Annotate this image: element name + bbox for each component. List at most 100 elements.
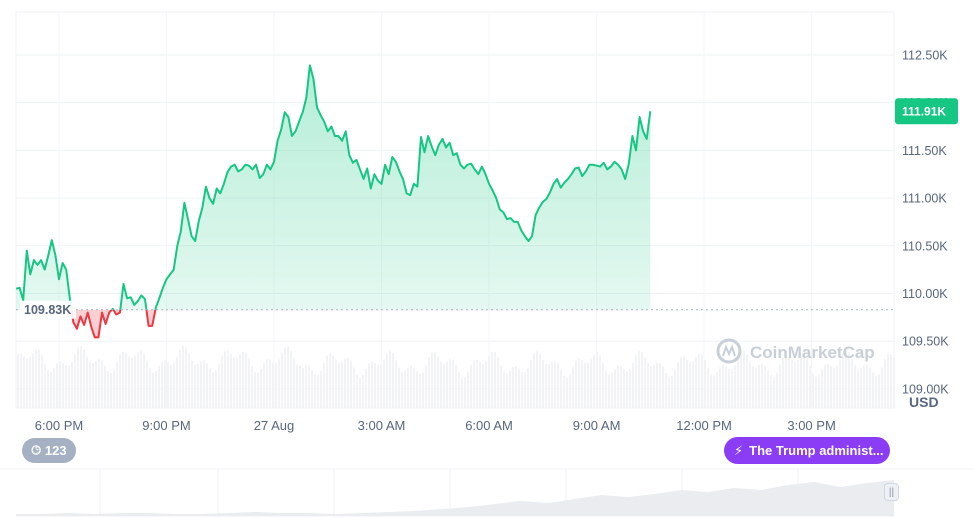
volume-bar	[593, 354, 595, 408]
event-count-button[interactable]: 🕒︎ 123	[22, 438, 76, 463]
volume-bar	[761, 363, 763, 408]
volume-bar	[824, 364, 826, 408]
x-tick-label: 9:00 PM	[142, 418, 190, 433]
volume-bar	[866, 364, 868, 408]
volume-bar	[839, 360, 841, 408]
current-price-value: 111.91K	[902, 105, 946, 119]
volume-bar	[317, 375, 319, 408]
navigator[interactable]	[0, 468, 974, 517]
volume-bar	[86, 356, 88, 408]
volume-bar	[143, 353, 145, 408]
y-tick-label: 110.00K	[902, 287, 948, 301]
volume-bar	[89, 361, 91, 408]
volume-bar	[347, 357, 349, 408]
volume-bars	[17, 346, 895, 408]
volume-bar	[155, 370, 157, 408]
volume-bar	[269, 359, 271, 408]
volume-bar	[332, 355, 334, 408]
volume-bar	[68, 365, 70, 408]
volume-bar	[164, 360, 166, 408]
volume-bar	[74, 354, 76, 408]
volume-bar	[260, 368, 262, 408]
volume-bar	[200, 361, 202, 408]
area-fill-up	[16, 65, 651, 310]
volume-bar	[491, 352, 493, 408]
volume-bar	[509, 370, 511, 408]
volume-bar	[425, 365, 427, 408]
history-icon: 🕒︎	[31, 443, 41, 457]
volume-bar	[374, 363, 376, 408]
volume-bar	[167, 362, 169, 408]
volume-bar	[185, 347, 187, 408]
volume-bar	[662, 366, 664, 408]
volume-bar	[137, 352, 139, 408]
volume-bar	[302, 368, 304, 408]
volume-bar	[749, 361, 751, 408]
volume-bar	[32, 353, 34, 408]
volume-bar	[782, 357, 784, 408]
volume-bar	[848, 352, 850, 408]
volume-bar	[380, 364, 382, 408]
volume-bar	[740, 351, 742, 408]
volume-bar	[434, 352, 436, 408]
volume-bar	[245, 352, 247, 408]
volume-bar	[413, 367, 415, 408]
volume-bar	[812, 373, 814, 408]
volume-bar	[179, 350, 181, 408]
x-tick-label: 6:00 AM	[465, 418, 513, 433]
volume-bar	[341, 361, 343, 408]
volume-bar	[23, 356, 25, 408]
volume-bar	[551, 361, 553, 408]
volume-bar	[716, 372, 718, 408]
volume-bar	[881, 367, 883, 408]
volume-bar	[527, 367, 529, 408]
volume-bar	[446, 361, 448, 408]
volume-bar	[710, 374, 712, 408]
volume-bar	[515, 366, 517, 408]
volume-bar	[17, 354, 19, 408]
lightning-icon: ⚡︎	[734, 442, 744, 458]
volume-bar	[854, 365, 856, 408]
volume-bar	[476, 360, 478, 408]
volume-bar	[236, 357, 238, 408]
volume-bar	[671, 376, 673, 408]
volume-bar	[806, 358, 808, 408]
volume-bar	[401, 371, 403, 408]
volume-bar	[695, 357, 697, 408]
volume-bar	[713, 375, 715, 408]
navigator-handle[interactable]: ||	[884, 483, 899, 501]
volume-bar	[50, 371, 52, 408]
volume-bar	[386, 353, 388, 408]
news-event-label: The Trump administ...	[749, 443, 884, 458]
volume-bar	[110, 373, 112, 408]
volume-bar	[344, 358, 346, 408]
volume-bar	[557, 363, 559, 408]
watermark-logo: CoinMarketCap	[716, 338, 875, 364]
volume-bar	[182, 346, 184, 408]
volume-bar	[629, 369, 631, 408]
volume-bar	[815, 376, 817, 408]
volume-bar	[521, 371, 523, 408]
volume-bar	[788, 356, 790, 408]
volume-bar	[632, 362, 634, 408]
volume-bar	[449, 359, 451, 408]
news-event-button[interactable]: ⚡︎ The Trump administ...	[724, 437, 890, 464]
y-tick-label: 111.00K	[902, 192, 947, 206]
volume-bar	[281, 352, 283, 408]
volume-bar	[512, 367, 514, 408]
volume-bar	[602, 362, 604, 408]
volume-bar	[455, 364, 457, 408]
current-price-badge: 111.91K	[895, 98, 958, 125]
volume-bar	[335, 359, 337, 408]
y-tick-label: 112.50K	[902, 48, 948, 62]
volume-bar	[119, 354, 121, 408]
volume-bar	[533, 353, 535, 408]
volume-bar	[98, 359, 100, 408]
volume-bar	[428, 357, 430, 408]
volume-bar	[863, 365, 865, 408]
volume-bar	[707, 368, 709, 408]
volume-bar	[569, 374, 571, 408]
volume-bar	[59, 361, 61, 408]
volume-bar	[20, 353, 22, 408]
